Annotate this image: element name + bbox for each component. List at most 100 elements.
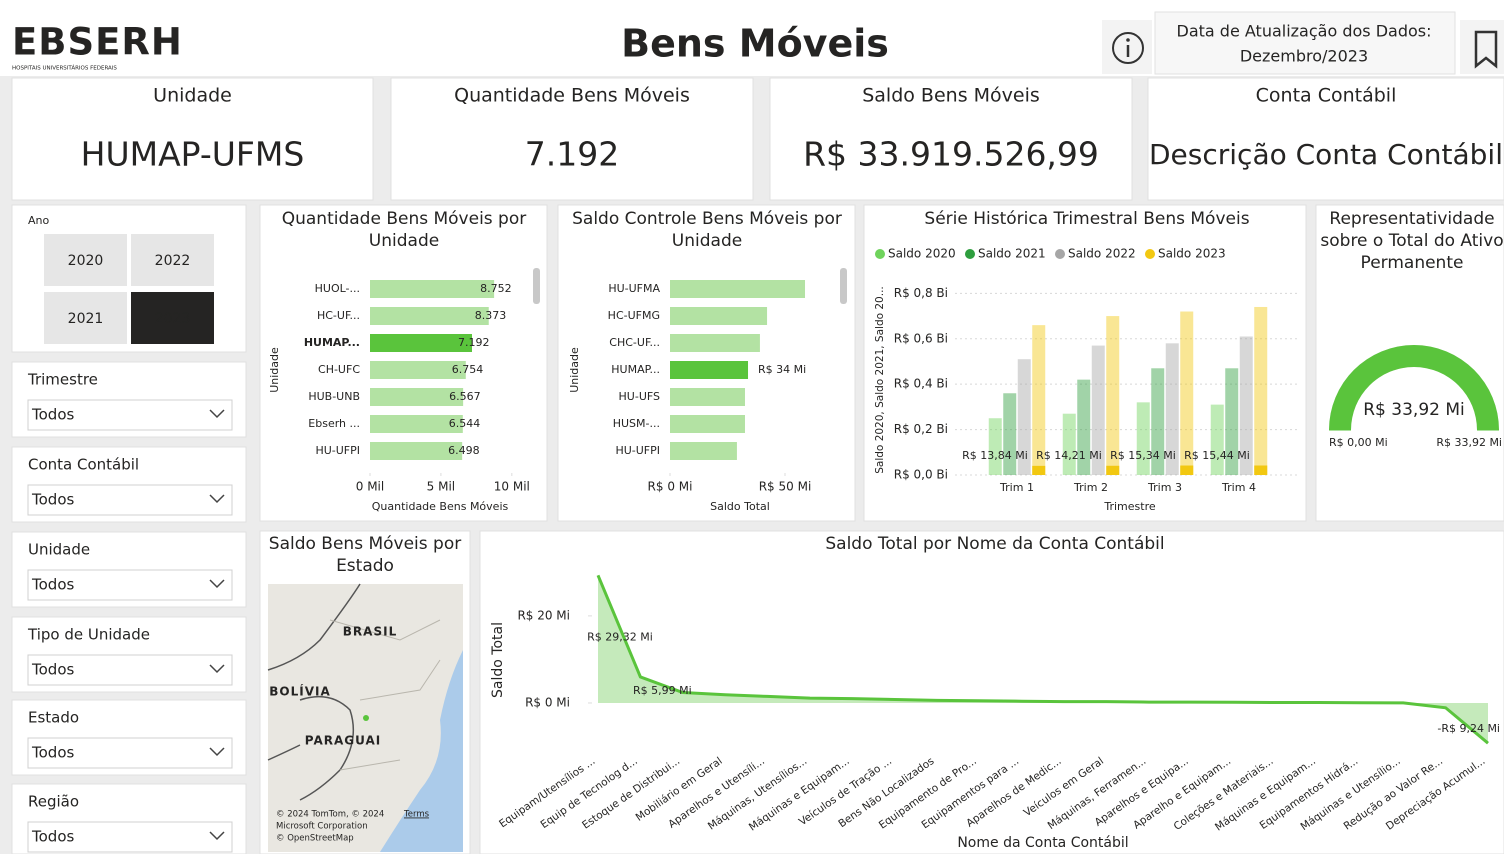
- kpi-value: R$ 33.919.526,99: [803, 135, 1099, 174]
- dashboard: EBSERHHOSPITAIS UNIVERSITÁRIOS FEDERAIS B…: [0, 0, 1504, 854]
- x-tick-label: 5 Mil: [427, 480, 455, 494]
- update-label: Data de Atualização dos Dados:: [1177, 22, 1432, 41]
- bookmark-button[interactable]: [1460, 20, 1504, 74]
- bookmark-bg[interactable]: [1460, 20, 1504, 74]
- x-tick-label: 10 Mil: [494, 480, 530, 494]
- dropdown-value[interactable]: Todos: [31, 661, 74, 679]
- x-tick-label: Trim 1: [999, 481, 1034, 494]
- legend-marker: [1145, 249, 1155, 259]
- kpi-label: Quantidade Bens Móveis: [454, 85, 690, 107]
- map-label: BRASIL: [343, 625, 397, 639]
- highlight-bar: [1106, 466, 1119, 475]
- highlight-bar: [1032, 466, 1045, 475]
- map-attribution: © 2024 TomTom, © 2024: [276, 810, 384, 820]
- scrollbar[interactable]: [533, 268, 540, 304]
- year-option[interactable]: 2020: [68, 253, 104, 269]
- dropdown-value[interactable]: Todos: [31, 744, 74, 762]
- bar: [1211, 405, 1224, 475]
- bar: [670, 307, 767, 325]
- slicer-label: Tipo de Unidade: [27, 626, 150, 644]
- year-option[interactable]: 2021: [68, 311, 104, 327]
- data-label: -R$ 9,24 Mi: [1437, 722, 1500, 735]
- dropdown-value[interactable]: Todos: [31, 828, 74, 846]
- chart-title: Série Histórica Trimestral Bens Móveis: [872, 208, 1302, 230]
- x-axis-title: Saldo Total: [710, 500, 770, 513]
- data-label: R$ 13,84 Mi: [962, 449, 1028, 462]
- slicer-label: Conta Contábil: [28, 456, 139, 474]
- scrollbar[interactable]: [840, 268, 847, 304]
- bar: [1063, 414, 1076, 475]
- bar: [670, 415, 745, 433]
- y-tick-label: R$ 0,2 Bi: [894, 422, 948, 436]
- data-label: 6.567: [449, 390, 481, 403]
- data-label: R$ 29,32 Mi: [587, 630, 653, 643]
- page: { "header": { "logo": "EBSERH", "logo_su…: [0, 0, 1504, 854]
- legend-marker: [1055, 249, 1065, 259]
- chart-title: Saldo Controle Bens Móveis por Unidade: [566, 208, 848, 252]
- bar: [1003, 393, 1016, 475]
- y-axis-title: Saldo 2020, Saldo 2021, Saldo 20...: [874, 286, 886, 474]
- data-label: R$ 15,34 Mi: [1110, 449, 1176, 462]
- x-axis-title: Nome da Conta Contábil: [957, 835, 1128, 851]
- y-tick-label: R$ 0 Mi: [525, 695, 570, 709]
- x-tick-label: Trim 3: [1147, 481, 1182, 494]
- bar: [670, 388, 745, 406]
- data-label: 7.192: [458, 336, 490, 349]
- bar: [1137, 402, 1150, 475]
- chart-title-box: Quantidade Bens Móveis por Unidade: [268, 208, 540, 288]
- y-tick-label: HUMAP...: [611, 363, 660, 376]
- gauge-max-label: R$ 33,92 Mi: [1436, 436, 1502, 449]
- kpi-value: 7.192: [525, 135, 619, 174]
- y-tick-label: HU-UFMA: [608, 282, 660, 295]
- gauge-min-label: R$ 0,00 Mi: [1329, 436, 1388, 449]
- logo: EBSERH: [12, 21, 183, 64]
- bar: [989, 418, 1002, 475]
- slicer-label: Estado: [28, 709, 79, 727]
- y-axis-title: Saldo Total: [490, 622, 506, 698]
- chart-title: Representatividade sobre o Total do Ativ…: [1320, 208, 1504, 274]
- page-title: Bens Móveis: [621, 22, 889, 66]
- map-terms-link[interactable]: Terms: [403, 810, 430, 820]
- legend-label: Saldo 2023: [1158, 247, 1226, 261]
- dropdown-value[interactable]: Todos: [31, 576, 74, 594]
- logo-subtitle: HOSPITAIS UNIVERSITÁRIOS FEDERAIS: [12, 65, 117, 72]
- year-option[interactable]: 2023: [155, 311, 191, 327]
- kpi-label: Conta Contábil: [1256, 85, 1397, 107]
- chart-title-box: Representatividade sobre o Total do Ativ…: [1320, 208, 1504, 288]
- data-label: R$ 34 Mi: [758, 363, 806, 376]
- map-title-box: Saldo Bens Móveis por Estado: [265, 533, 465, 583]
- chart-title: Quantidade Bens Móveis por Unidade: [268, 208, 540, 252]
- y-tick-label: HU-UFPI: [615, 444, 660, 457]
- highlight-bar: [1180, 466, 1193, 475]
- dropdown-value[interactable]: Todos: [31, 406, 74, 424]
- data-label: 8.752: [480, 282, 512, 295]
- x-tick-label: Trim 2: [1073, 481, 1108, 494]
- data-label: 6.498: [448, 444, 480, 457]
- bar: [670, 442, 737, 460]
- info-button[interactable]: [1102, 20, 1152, 74]
- map-point[interactable]: [363, 715, 369, 721]
- slicer-label: Trimestre: [27, 371, 98, 389]
- year-option[interactable]: 2022: [155, 253, 191, 269]
- y-axis-title: Unidade: [268, 347, 281, 393]
- bar: [670, 361, 748, 379]
- y-tick-label: CH-UFC: [318, 363, 360, 376]
- chart-title-box: Saldo Controle Bens Móveis por Unidade: [566, 208, 848, 288]
- x-tick-label: Trim 4: [1221, 481, 1256, 494]
- bar: [670, 334, 760, 352]
- dropdown-value[interactable]: Todos: [31, 491, 74, 509]
- chart-title: Saldo Total por Nome da Conta Contábil: [490, 533, 1500, 555]
- y-tick-label: HUMAP...: [304, 336, 360, 349]
- legend-marker: [875, 249, 885, 259]
- y-tick-label: R$ 20 Mi: [517, 608, 570, 622]
- bar: [370, 334, 472, 352]
- x-tick-label: R$ 50 Mi: [759, 480, 812, 494]
- map-attribution: © OpenStreetMap: [276, 834, 354, 844]
- legend-marker: [965, 249, 975, 259]
- data-label: R$ 15,44 Mi: [1184, 449, 1250, 462]
- kpi-label: Saldo Bens Móveis: [862, 85, 1040, 107]
- data-label: 8.373: [475, 309, 507, 322]
- info-icon-dot[interactable]: [1126, 38, 1130, 42]
- y-tick-label: HUB-UNB: [308, 390, 360, 403]
- y-tick-label: HUSM-...: [613, 417, 660, 430]
